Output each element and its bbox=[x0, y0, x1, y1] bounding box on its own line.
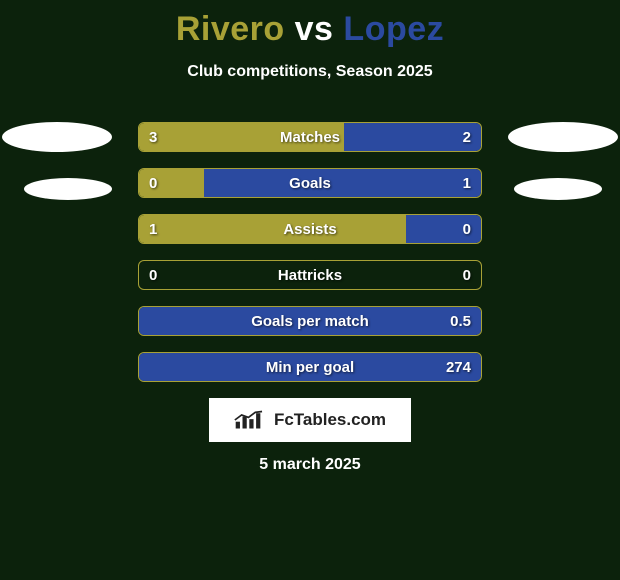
brand-text: FcTables.com bbox=[274, 410, 386, 430]
player-a-name: Rivero bbox=[176, 10, 285, 48]
comparison-title: Rivero vs Lopez bbox=[0, 0, 620, 49]
club-badge-left-1 bbox=[2, 122, 112, 152]
club-badge-right-2 bbox=[514, 178, 602, 200]
vs-text: vs bbox=[295, 10, 334, 48]
stat-row: 0Hattricks0 bbox=[138, 260, 482, 290]
stat-label: Goals bbox=[139, 169, 481, 197]
brand-badge: FcTables.com bbox=[209, 398, 411, 442]
club-badge-left-2 bbox=[24, 178, 112, 200]
stat-label: Hattricks bbox=[139, 261, 481, 289]
stat-rows: 3Matches20Goals11Assists00Hattricks0Goal… bbox=[138, 122, 482, 398]
stat-value-right: 0 bbox=[463, 215, 471, 243]
player-b-name: Lopez bbox=[343, 10, 444, 48]
comparison-date: 5 march 2025 bbox=[0, 456, 620, 474]
stat-label: Assists bbox=[139, 215, 481, 243]
stat-row: Min per goal274 bbox=[138, 352, 482, 382]
stat-row: 3Matches2 bbox=[138, 122, 482, 152]
stat-row: 1Assists0 bbox=[138, 214, 482, 244]
stat-value-right: 2 bbox=[463, 123, 471, 151]
stat-value-right: 274 bbox=[446, 353, 471, 381]
stat-value-right: 1 bbox=[463, 169, 471, 197]
comparison-subtitle: Club competitions, Season 2025 bbox=[0, 63, 620, 81]
stat-value-right: 0 bbox=[463, 261, 471, 289]
brand-chart-icon bbox=[234, 409, 268, 431]
club-badge-right-1 bbox=[508, 122, 618, 152]
stat-row: 0Goals1 bbox=[138, 168, 482, 198]
stat-row: Goals per match0.5 bbox=[138, 306, 482, 336]
stat-value-right: 0.5 bbox=[450, 307, 471, 335]
stat-label: Goals per match bbox=[139, 307, 481, 335]
stat-label: Min per goal bbox=[139, 353, 481, 381]
stat-label: Matches bbox=[139, 123, 481, 151]
